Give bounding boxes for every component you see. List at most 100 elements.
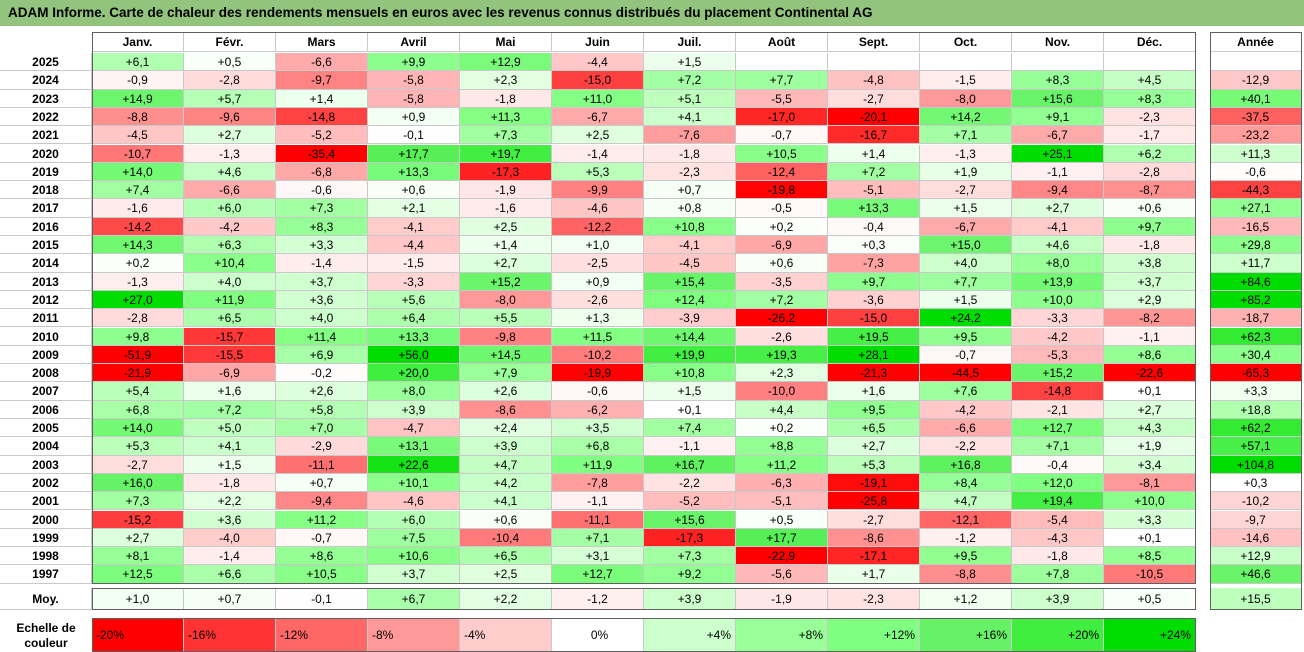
heatmap-cell: +27,0 xyxy=(92,290,184,310)
heatmap-cell: +8,0 xyxy=(368,382,460,401)
heatmap-cell: +11,4 xyxy=(276,327,368,346)
heatmap-cell: +9,1 xyxy=(1012,107,1104,127)
average-cell: +2,2 xyxy=(460,587,552,610)
heatmap-cell: +28,1 xyxy=(828,345,920,365)
average-cell: -2,3 xyxy=(828,587,920,610)
heatmap-cell: +8,5 xyxy=(1104,547,1196,566)
heatmap-cell: +1,9 xyxy=(920,162,1012,182)
heatmap-cell: +2,3 xyxy=(736,364,828,383)
annual-cell: +29,8 xyxy=(1210,236,1302,255)
heatmap-cell: +3,7 xyxy=(276,272,368,291)
heatmap-cell: +8,4 xyxy=(920,473,1012,493)
legend-swatch: 0% xyxy=(552,618,644,652)
heatmap-cell: -2,2 xyxy=(644,473,736,493)
heatmap-cell: +4,0 xyxy=(920,254,1012,273)
heatmap-cell: -2,6 xyxy=(736,327,828,346)
heatmap-cell: +4,7 xyxy=(460,455,552,474)
row-label-year: 1998 xyxy=(0,547,92,566)
heatmap-cell: -8,6 xyxy=(828,528,920,548)
chart-title: ADAM Informe. Carte de chaleur des rende… xyxy=(0,0,1304,26)
heatmap-cell: +15,2 xyxy=(1012,364,1104,383)
heatmap-cell: -4,2 xyxy=(184,217,276,236)
heatmap-cell: +2,7 xyxy=(92,528,184,548)
column-header: Janv. xyxy=(92,32,184,52)
heatmap-cell: -2,7 xyxy=(92,455,184,474)
heatmap-cell: -3,9 xyxy=(644,309,736,328)
heatmap-cell: -5,2 xyxy=(276,126,368,145)
heatmap-cell: +4,3 xyxy=(1104,419,1196,438)
heatmap-cell: -2,8 xyxy=(184,71,276,90)
heatmap-cell: +7,2 xyxy=(828,162,920,182)
heatmap-cell: +7,6 xyxy=(920,382,1012,401)
legend-label: Echelle de couleur xyxy=(16,621,76,650)
heatmap-cell: -6,6 xyxy=(184,181,276,200)
heatmap-cell: -6,6 xyxy=(276,53,368,72)
annual-cell: -44,3 xyxy=(1210,181,1302,200)
heatmap-cell: +2,7 xyxy=(184,126,276,145)
heatmap-cell: -1,1 xyxy=(552,492,644,511)
heatmap-cell: -2,7 xyxy=(828,510,920,529)
legend-swatch: -4% xyxy=(460,618,552,652)
column-header-annual: Année xyxy=(1210,32,1302,52)
heatmap-cell: -19,9 xyxy=(552,364,644,383)
heatmap-cell: +0,9 xyxy=(368,107,460,127)
heatmap-cell: -15,0 xyxy=(828,309,920,328)
heatmap-cell: +7,1 xyxy=(920,126,1012,145)
heatmap-cell: -2,3 xyxy=(1104,107,1196,127)
column-header: Juil. xyxy=(644,32,736,52)
heatmap-cell: +11,0 xyxy=(552,89,644,108)
heatmap-cell: +4,1 xyxy=(460,492,552,511)
heatmap-cell: -4,0 xyxy=(184,528,276,548)
heatmap-cell: -9,7 xyxy=(276,71,368,90)
heatmap-cell: +19,5 xyxy=(828,327,920,346)
heatmap-cell: +14,0 xyxy=(92,419,184,438)
heatmap-cell: +1,4 xyxy=(828,144,920,163)
heatmap-cell: -1,8 xyxy=(1104,236,1196,255)
heatmap-cell: -6,6 xyxy=(920,419,1012,438)
row-label-year: 1997 xyxy=(0,565,92,584)
row-label-year: 2024 xyxy=(0,71,92,90)
row-label-year: 2001 xyxy=(0,492,92,511)
heatmap-cell: +2,7 xyxy=(460,254,552,273)
heatmap-cell: -1,1 xyxy=(1104,327,1196,346)
heatmap-cell: -1,6 xyxy=(92,199,184,218)
heatmap-cell: +0,1 xyxy=(1104,528,1196,548)
heatmap-cell: -1,3 xyxy=(920,144,1012,163)
heatmap-cell: +8,6 xyxy=(1104,345,1196,365)
heatmap-cell: -17,3 xyxy=(644,528,736,548)
heatmap-cell: +3,7 xyxy=(368,565,460,584)
heatmap-cell: -22,6 xyxy=(1104,364,1196,383)
heatmap-cell: -15,7 xyxy=(184,327,276,346)
heatmap-cell: -12,4 xyxy=(736,162,828,182)
heatmap-cell: -5,3 xyxy=(1012,345,1104,365)
heatmap-cell: +5,7 xyxy=(184,89,276,108)
column-header: Oct. xyxy=(920,32,1012,52)
heatmap-cell: +25,1 xyxy=(1012,144,1104,163)
row-label-year: 2003 xyxy=(0,455,92,474)
heatmap-cell: +1,6 xyxy=(828,382,920,401)
heatmap-cell: +4,4 xyxy=(736,400,828,419)
heatmap-cell: +8,0 xyxy=(1012,254,1104,273)
heatmap-cell: +2,7 xyxy=(828,437,920,456)
heatmap-cell: +5,1 xyxy=(644,89,736,108)
heatmap-cell: -6,9 xyxy=(736,236,828,255)
annual-cell: +46,6 xyxy=(1210,565,1302,584)
heatmap-cell: +9,5 xyxy=(920,327,1012,346)
heatmap-cell: +10,0 xyxy=(1012,290,1104,310)
annual-cell: -10,2 xyxy=(1210,492,1302,511)
heatmap-cell: -12,2 xyxy=(552,217,644,236)
heatmap-cell: -4,4 xyxy=(368,236,460,255)
heatmap-cell: +14,0 xyxy=(92,162,184,182)
heatmap-cell: +13,9 xyxy=(1012,272,1104,291)
row-label-year: 2014 xyxy=(0,254,92,273)
heatmap-cell: -1,5 xyxy=(920,71,1012,90)
heatmap-cell: +10,1 xyxy=(368,473,460,493)
heatmap-cell: +2,2 xyxy=(184,492,276,511)
heatmap-cell: +3,8 xyxy=(1104,254,1196,273)
heatmap-cell: +1,5 xyxy=(184,455,276,474)
heatmap-cell: -5,2 xyxy=(644,492,736,511)
heatmap-cell: -8,1 xyxy=(1104,473,1196,493)
legend-swatch: +12% xyxy=(828,618,920,652)
heatmap-cell: -6,8 xyxy=(276,162,368,182)
